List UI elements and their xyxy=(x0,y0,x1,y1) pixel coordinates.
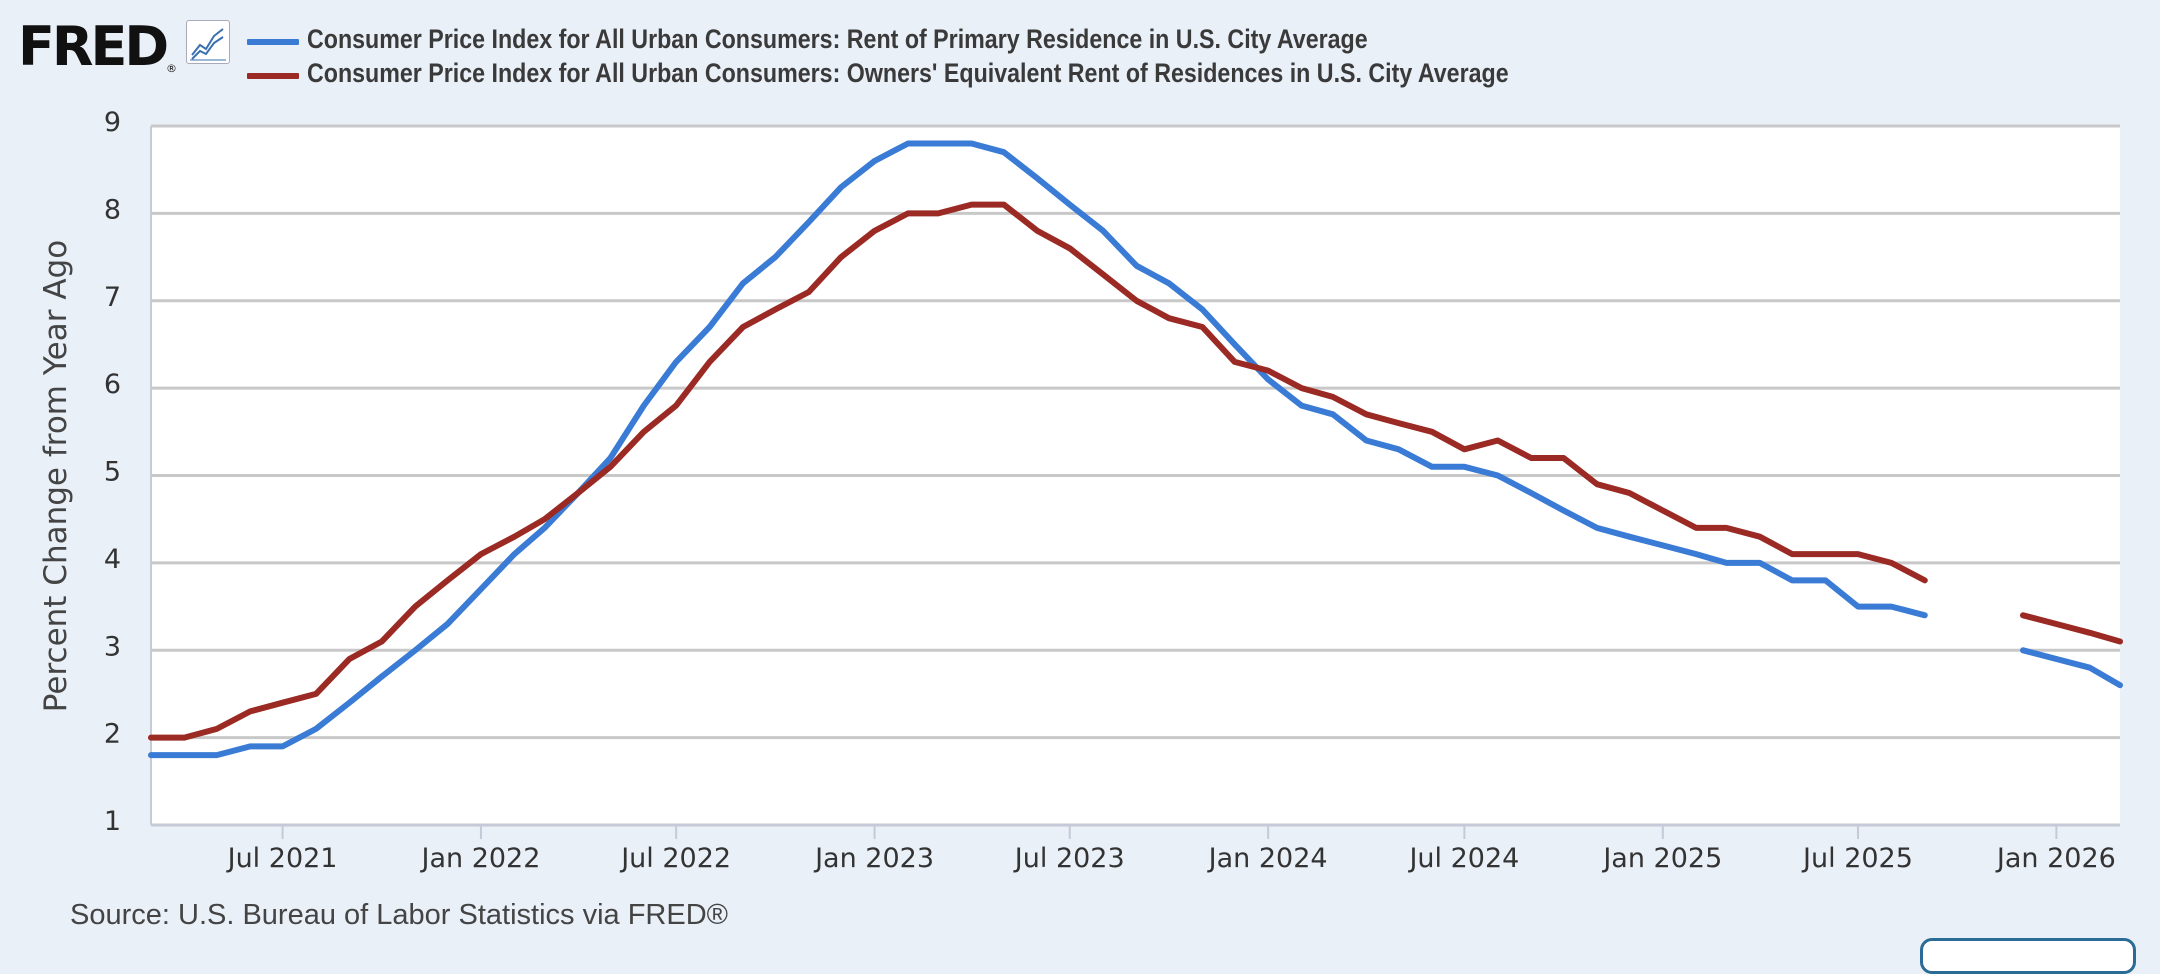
y-tick-label-2: 2 xyxy=(104,719,121,750)
x-tick-label-0: Jul 2021 xyxy=(226,843,338,874)
series-0-line-segment-1 xyxy=(2020,647,2123,689)
source-note: Source: U.S. Bureau of Labor Statistics … xyxy=(70,899,729,931)
x-tick-label-3: Jan 2023 xyxy=(813,843,934,874)
x-tick-label-6: Jul 2024 xyxy=(1407,843,1519,874)
bottom-control-button[interactable] xyxy=(1920,938,2136,974)
y-tick-label-9: 9 xyxy=(104,107,121,138)
series-1-line-segment-1 xyxy=(2020,612,2123,645)
y-axis-title: Percent Change from Year Ago xyxy=(38,239,74,713)
y-tick-label-6: 6 xyxy=(104,369,121,400)
x-tick-label-5: Jan 2024 xyxy=(1207,843,1328,874)
y-tick-label-4: 4 xyxy=(104,544,121,575)
x-tick-label-7: Jan 2025 xyxy=(1601,843,1722,874)
legend-label-oer: Consumer Price Index for All Urban Consu… xyxy=(307,58,1509,88)
line-chart-icon[interactable] xyxy=(186,20,230,64)
x-tick-label-1: Jan 2022 xyxy=(420,843,541,874)
x-tick-label-9: Jan 2026 xyxy=(1995,843,2116,874)
fred-logo[interactable]: FRED xyxy=(18,15,169,78)
y-tick-label-8: 8 xyxy=(104,194,121,225)
x-tick-label-4: Jul 2023 xyxy=(1013,843,1125,874)
y-tick-label-5: 5 xyxy=(104,457,121,488)
legend-swatch-rent xyxy=(247,39,299,45)
y-tick-label-1: 1 xyxy=(104,806,121,837)
x-tick-label-8: Jul 2025 xyxy=(1801,843,1913,874)
y-tick-label-3: 3 xyxy=(104,631,121,662)
x-tick-label-2: Jul 2022 xyxy=(619,843,731,874)
line-chart[interactable]: 1 2 3 4 5 6 7 8 9 Jul 2021 Jan 2022 Jul 2022 Jan 202… xyxy=(0,0,2160,947)
series-0-line-segment-0 xyxy=(148,140,1928,759)
registered-mark: ® xyxy=(166,62,177,75)
legend-label-rent: Consumer Price Index for All Urban Consu… xyxy=(307,24,1368,54)
series-1-line-segment-0 xyxy=(148,201,1928,741)
y-tick-label-7: 7 xyxy=(104,282,121,313)
legend-swatch-oer xyxy=(247,73,299,79)
